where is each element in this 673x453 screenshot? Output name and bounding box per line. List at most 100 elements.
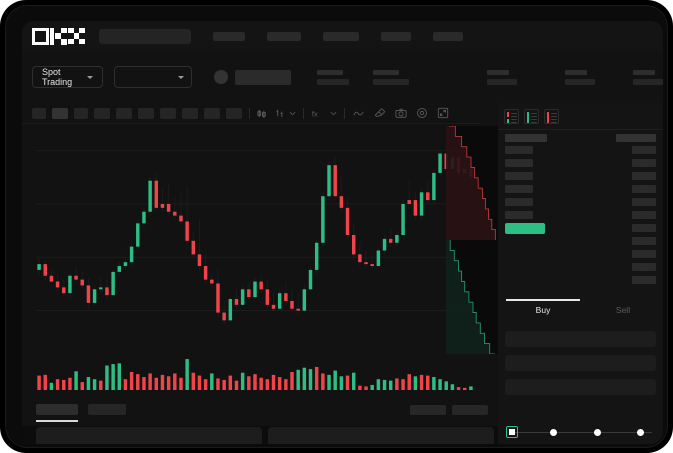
trading-mode-selector[interactable]: Spot Trading [32,66,104,88]
orderbook-row-value[interactable] [632,211,656,219]
tab-open-orders[interactable] [36,404,78,415]
tab-order-history[interactable] [88,404,126,415]
app-screen: Spot Trading [22,21,663,444]
market-stat [317,69,349,85]
nav-item[interactable] [381,31,411,41]
orders-action-button[interactable] [452,405,488,415]
line-chart-icon[interactable] [353,108,365,119]
orders-action-button[interactable] [410,405,446,415]
amount-percent-slider[interactable] [506,426,656,438]
nav-item[interactable] [213,31,245,41]
slider-handle[interactable] [506,426,518,438]
bottom-panel[interactable] [268,427,494,444]
orderbook-row-label[interactable] [505,211,533,219]
volume-canvas [37,359,473,390]
timeframe-button[interactable] [116,107,132,119]
volume-chart [22,346,480,398]
order-total-field[interactable] [505,379,656,395]
slider-step-dot[interactable] [550,428,557,436]
orderbook-divider [498,129,663,130]
orderbook-and-trade-panel: Buy Sell [498,103,663,444]
fullscreen-icon[interactable] [437,107,449,119]
search-input[interactable] [99,28,191,44]
market-header-bar: Spot Trading [22,51,663,103]
orderbook-row-value[interactable] [632,250,656,258]
chart-toolbar: fx [22,103,480,124]
orderbook-row-value[interactable] [632,263,656,271]
indicators-icon[interactable]: fx [311,108,322,119]
timeframe-button[interactable] [32,107,46,119]
timeframe-button[interactable] [52,107,68,119]
market-stat [373,69,409,85]
chart-type-icon[interactable] [275,108,286,119]
orderbook-row-value[interactable] [632,172,656,180]
price-chart[interactable] [22,124,480,346]
orderbook-row-label[interactable] [505,198,533,206]
orderbook-row-value[interactable] [632,276,656,284]
market-stat [633,69,663,85]
both-depth-icon[interactable] [504,109,519,124]
orderbook-row-label[interactable] [505,172,533,180]
trading-pair-selector[interactable] [114,66,192,88]
order-price-field[interactable] [505,331,656,347]
orderbook-mode-toggles [498,103,663,124]
camera-icon[interactable] [395,107,407,119]
orderbook-row-value [616,134,656,142]
orderbook-row-value[interactable] [632,224,656,232]
logo-letter-k [50,27,67,45]
slider-track [510,431,652,433]
depth-chart-overlay [446,125,498,355]
last-price-value [235,69,291,85]
order-form-tabs: Buy Sell [498,299,663,323]
market-stat [487,69,517,85]
timeframe-button[interactable] [160,107,176,119]
orderbook-row-value[interactable] [632,237,656,245]
timeframe-button[interactable] [204,107,220,119]
orderbook-row-value[interactable] [632,146,656,154]
active-tab-underline [36,420,78,422]
orderbook-row-value[interactable] [632,185,656,193]
orderbook-row-label[interactable] [505,146,533,154]
chevron-down-icon [178,75,184,79]
coin-avatar [214,70,228,84]
timeframe-button[interactable] [74,107,88,119]
active-tab-indicator [506,299,580,301]
trading-mode-label: Spot Trading [42,67,73,87]
divider [249,107,250,119]
tab-buy[interactable]: Buy [535,305,551,315]
orderbook-row-value[interactable] [632,198,656,206]
timeframe-button[interactable] [94,107,110,119]
market-stat [565,69,595,85]
slider-step-dot[interactable] [637,428,644,436]
orderbook-row-label[interactable] [505,185,533,193]
settings-gear-icon[interactable] [416,107,428,119]
eraser-icon[interactable] [374,107,386,119]
asks-depth-icon[interactable] [544,109,559,124]
okx-logo[interactable] [32,27,85,45]
svg-text:fx: fx [312,109,318,118]
last-price-group [214,69,291,85]
chart-canvas [36,145,474,325]
timeframe-button[interactable] [138,107,154,119]
orderbook-row-value[interactable] [632,159,656,167]
orderbook-highlight-row[interactable] [505,223,545,234]
candlestick-chart-icon[interactable] [257,108,268,119]
nav-item[interactable] [267,31,301,41]
order-amount-field[interactable] [505,355,656,371]
timeframe-button[interactable] [182,107,198,119]
timeframe-button[interactable] [226,107,242,119]
depth-canvas [446,125,498,355]
bottom-panel[interactable] [36,427,262,444]
slider-step-dot[interactable] [594,428,601,436]
logo-letter-x [68,27,85,45]
nav-item[interactable] [433,31,463,41]
chevron-down-icon[interactable] [330,110,337,117]
orderbook-row-label[interactable] [505,159,533,167]
orders-tab-bar [22,398,488,426]
nav-item[interactable] [323,31,359,41]
chevron-down-icon[interactable] [289,110,296,117]
bids-depth-icon[interactable] [524,109,539,124]
tab-sell[interactable]: Sell [615,305,631,315]
divider [344,107,345,119]
